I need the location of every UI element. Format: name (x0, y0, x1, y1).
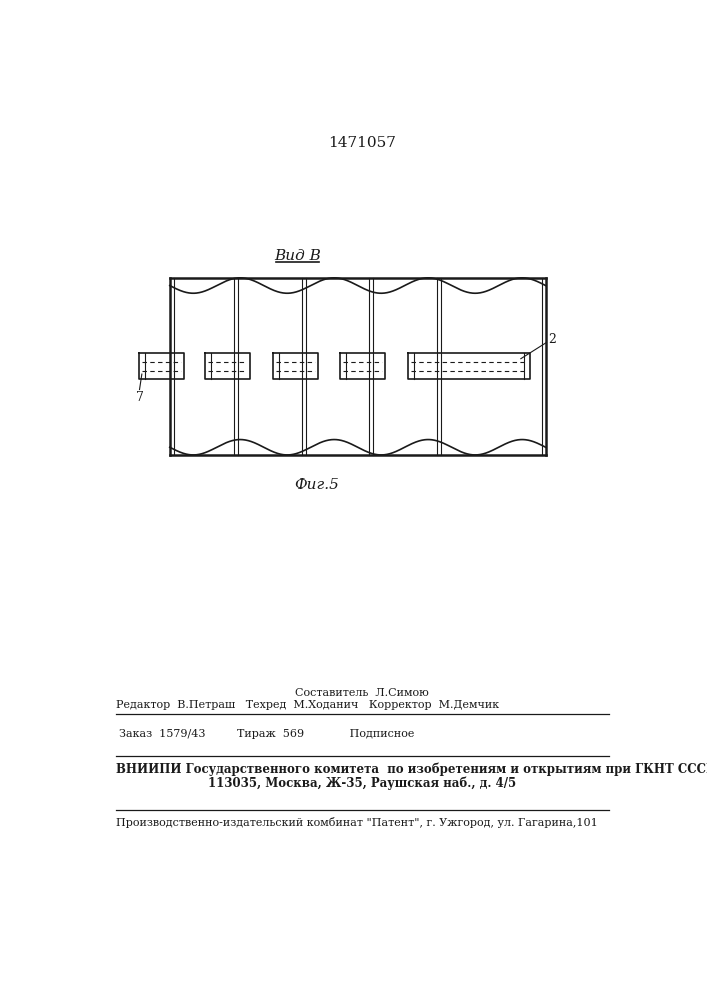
Text: 7: 7 (136, 391, 144, 404)
Text: Фиг.5: Фиг.5 (295, 478, 339, 492)
Text: 1471057: 1471057 (328, 136, 396, 150)
Text: ВНИИПИ Государственного комитета  по изобретениям и открытиям при ГКНТ СССР: ВНИИПИ Государственного комитета по изоб… (115, 762, 707, 776)
Text: Составитель  Л.Симою: Составитель Л.Симою (295, 688, 429, 698)
Text: Вид В: Вид В (274, 249, 321, 263)
Text: 2: 2 (548, 333, 556, 346)
Text: Заказ  1579/43         Тираж  569             Подписное: Заказ 1579/43 Тираж 569 Подписное (119, 729, 415, 739)
Text: Редактор  В.Петраш   Техред  М.Ходанич   Корректор  М.Демчик: Редактор В.Петраш Техред М.Ходанич Корре… (115, 700, 498, 710)
Text: 113035, Москва, Ж-35, Раушская наб., д. 4/5: 113035, Москва, Ж-35, Раушская наб., д. … (208, 777, 516, 790)
Text: Производственно-издательский комбинат "Патент", г. Ужгород, ул. Гагарина,101: Производственно-издательский комбинат "П… (115, 817, 597, 828)
